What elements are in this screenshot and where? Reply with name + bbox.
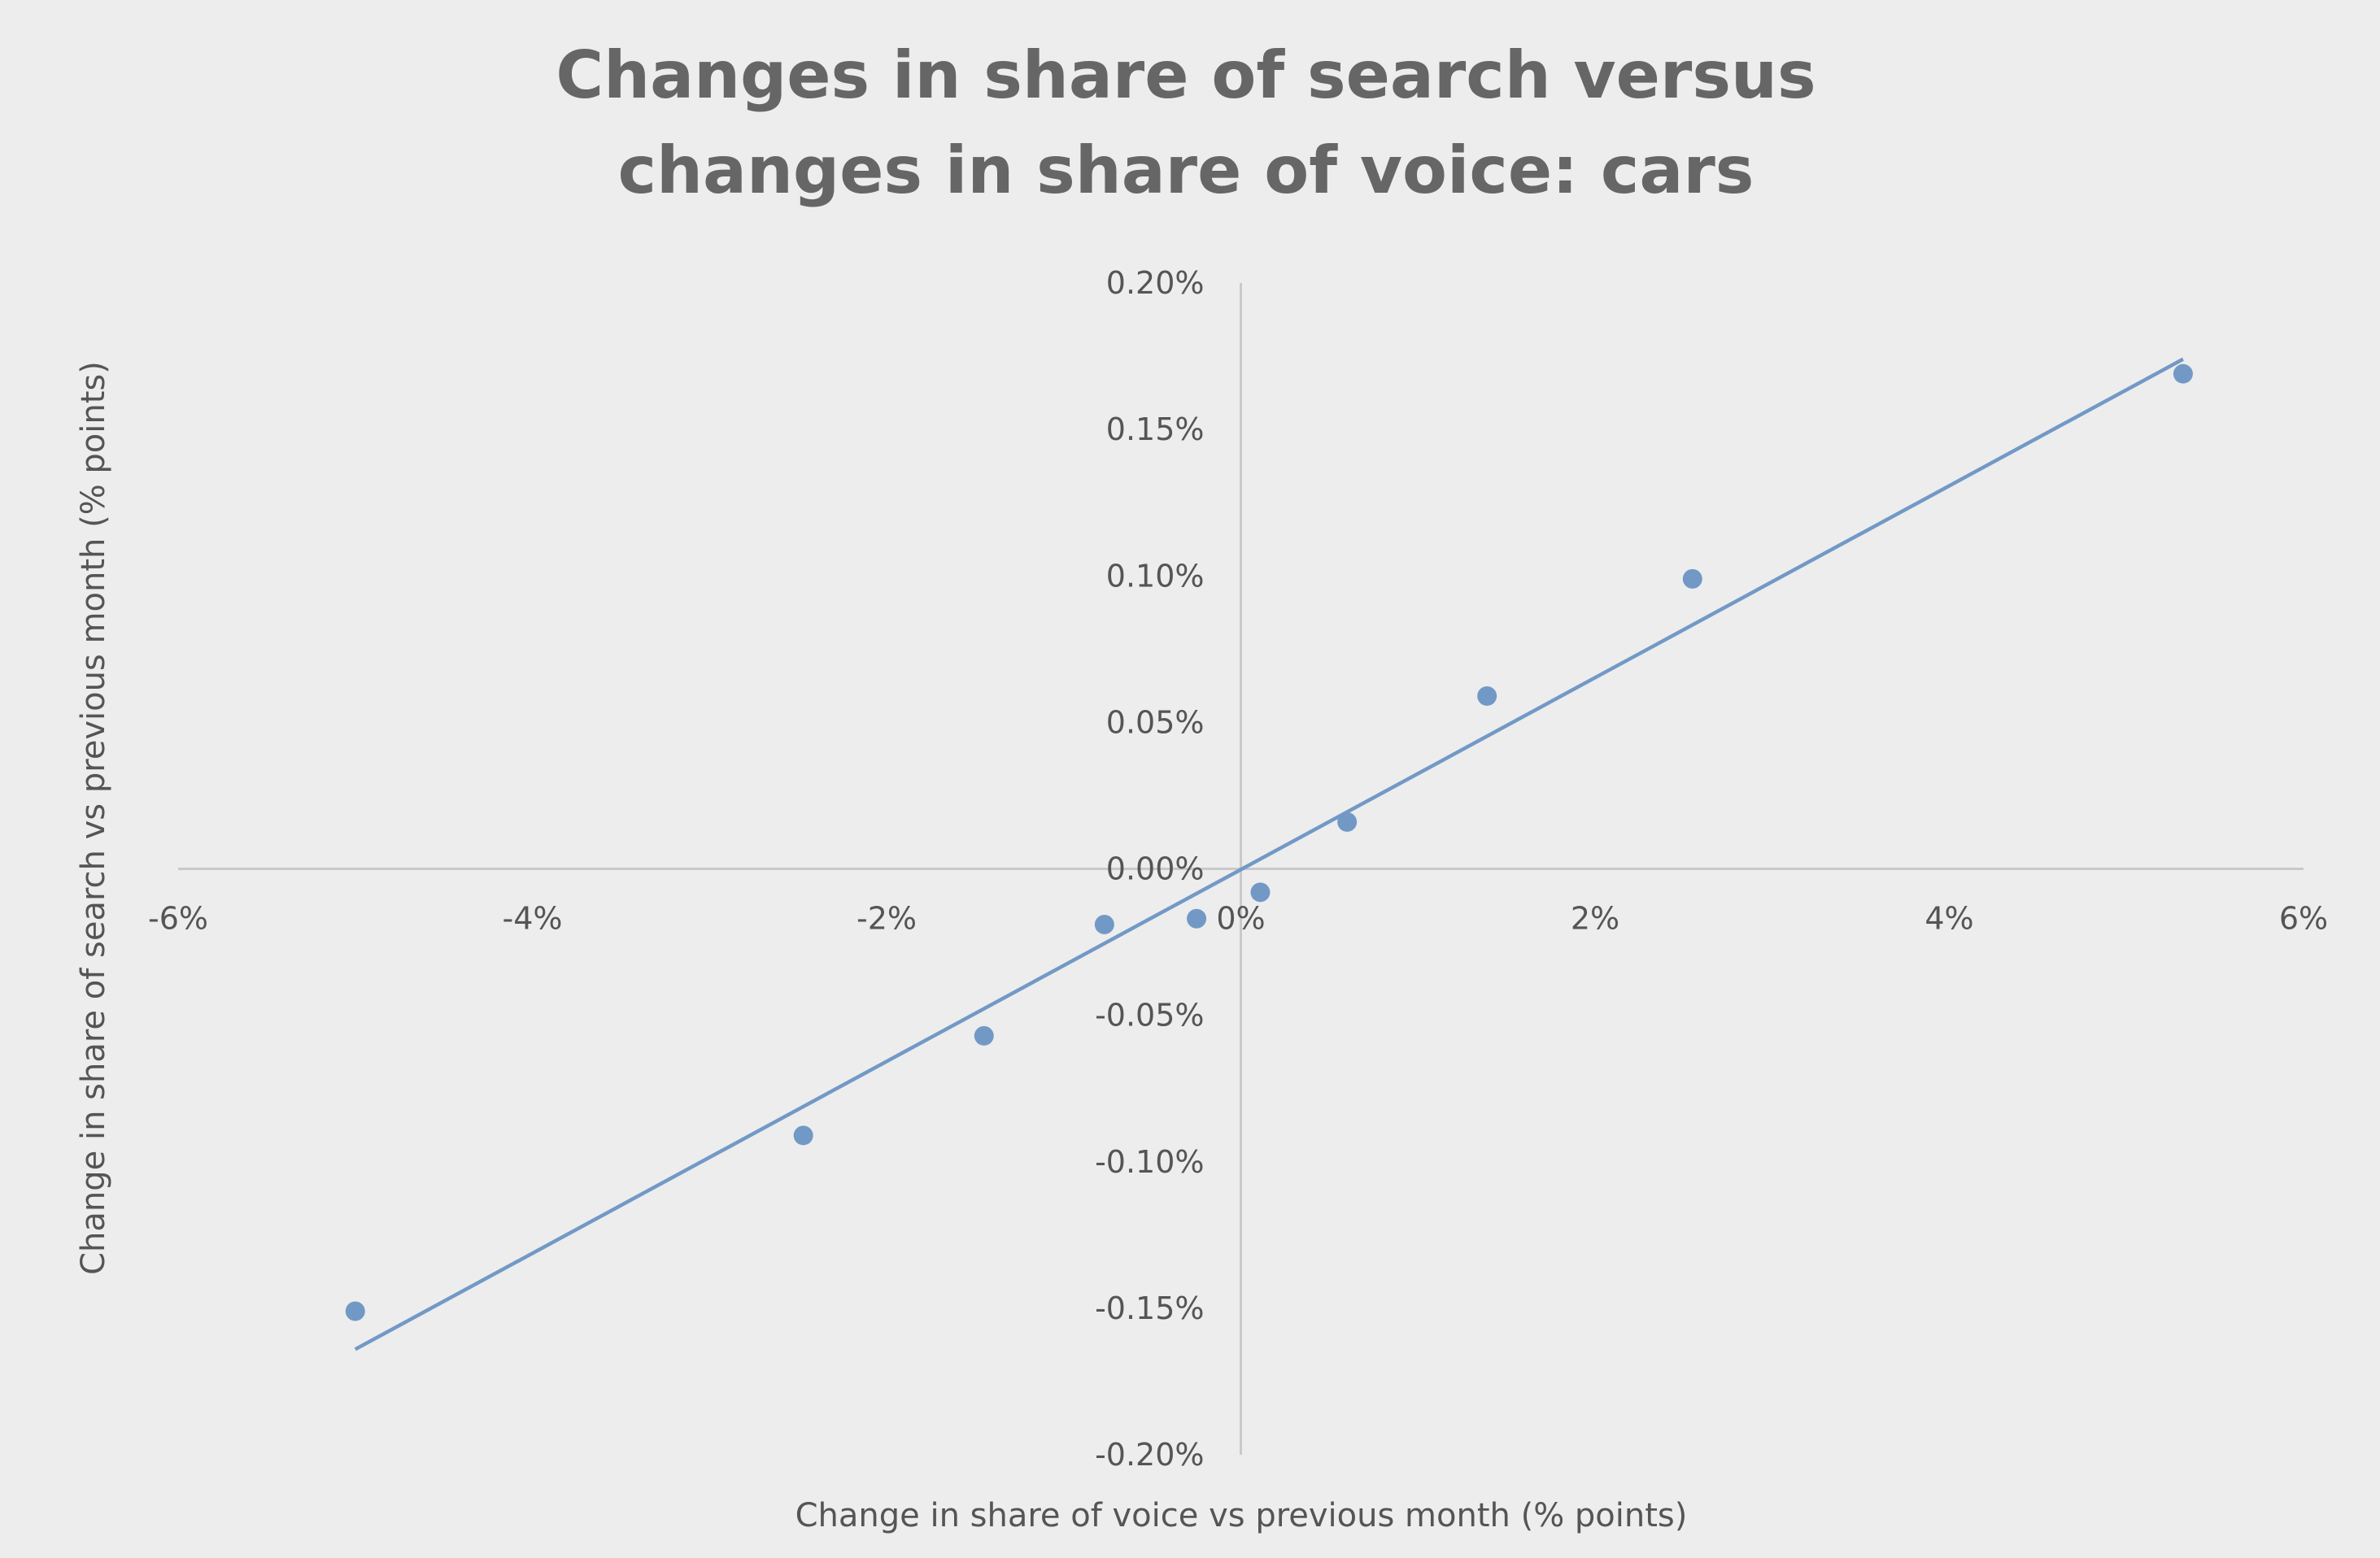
x-tick-label: 0% bbox=[1216, 901, 1265, 937]
y-tick-label: 0.05% bbox=[1106, 704, 1205, 740]
data-point bbox=[1337, 812, 1358, 832]
y-axis-title: Change in share of search vs previous mo… bbox=[75, 361, 112, 1275]
data-point bbox=[1477, 685, 1497, 706]
data-point bbox=[345, 1301, 365, 1321]
y-tick-label: -0.05% bbox=[1095, 998, 1204, 1034]
x-tick-label: 2% bbox=[1571, 901, 1619, 937]
y-tick-label: 0.10% bbox=[1106, 558, 1205, 594]
data-points bbox=[345, 363, 2193, 1321]
x-tick-label: -6% bbox=[148, 901, 208, 937]
x-tick-label: 4% bbox=[1924, 901, 1973, 937]
y-tick-label: 0.15% bbox=[1106, 411, 1205, 447]
x-tick-label: -2% bbox=[857, 901, 917, 937]
chart-title-line-1: Changes in share of search versus bbox=[556, 37, 1816, 113]
y-tick-label: 0.20% bbox=[1106, 265, 1205, 301]
x-tick-label: 6% bbox=[2279, 901, 2328, 937]
y-tick-label: -0.10% bbox=[1095, 1144, 1204, 1180]
trendline-layer bbox=[354, 357, 2185, 1351]
y-tick-label: -0.15% bbox=[1095, 1290, 1204, 1326]
x-axis-title: Change in share of voice vs previous mon… bbox=[796, 1497, 1688, 1534]
data-point bbox=[1187, 908, 1207, 929]
data-point bbox=[793, 1125, 813, 1146]
data-point bbox=[1250, 882, 1271, 903]
x-tick-label: -4% bbox=[503, 901, 563, 937]
data-point bbox=[2173, 363, 2193, 384]
trendline bbox=[354, 357, 2185, 1351]
data-point bbox=[1094, 914, 1114, 934]
chart-title-line-2: changes in share of voice: cars bbox=[618, 133, 1754, 208]
y-tick-label: 0.00% bbox=[1106, 851, 1205, 887]
data-point bbox=[974, 1025, 994, 1046]
chart-title: Changes in share of search versus change… bbox=[556, 37, 1816, 208]
tick-labels: -6% -4% -2% 0% 2% 4% 6% 0.20% 0.15% 0.10% 0.05% 0.0… bbox=[148, 265, 2328, 1473]
y-tick-label: -0.20% bbox=[1095, 1437, 1204, 1473]
data-point bbox=[1682, 568, 1702, 589]
